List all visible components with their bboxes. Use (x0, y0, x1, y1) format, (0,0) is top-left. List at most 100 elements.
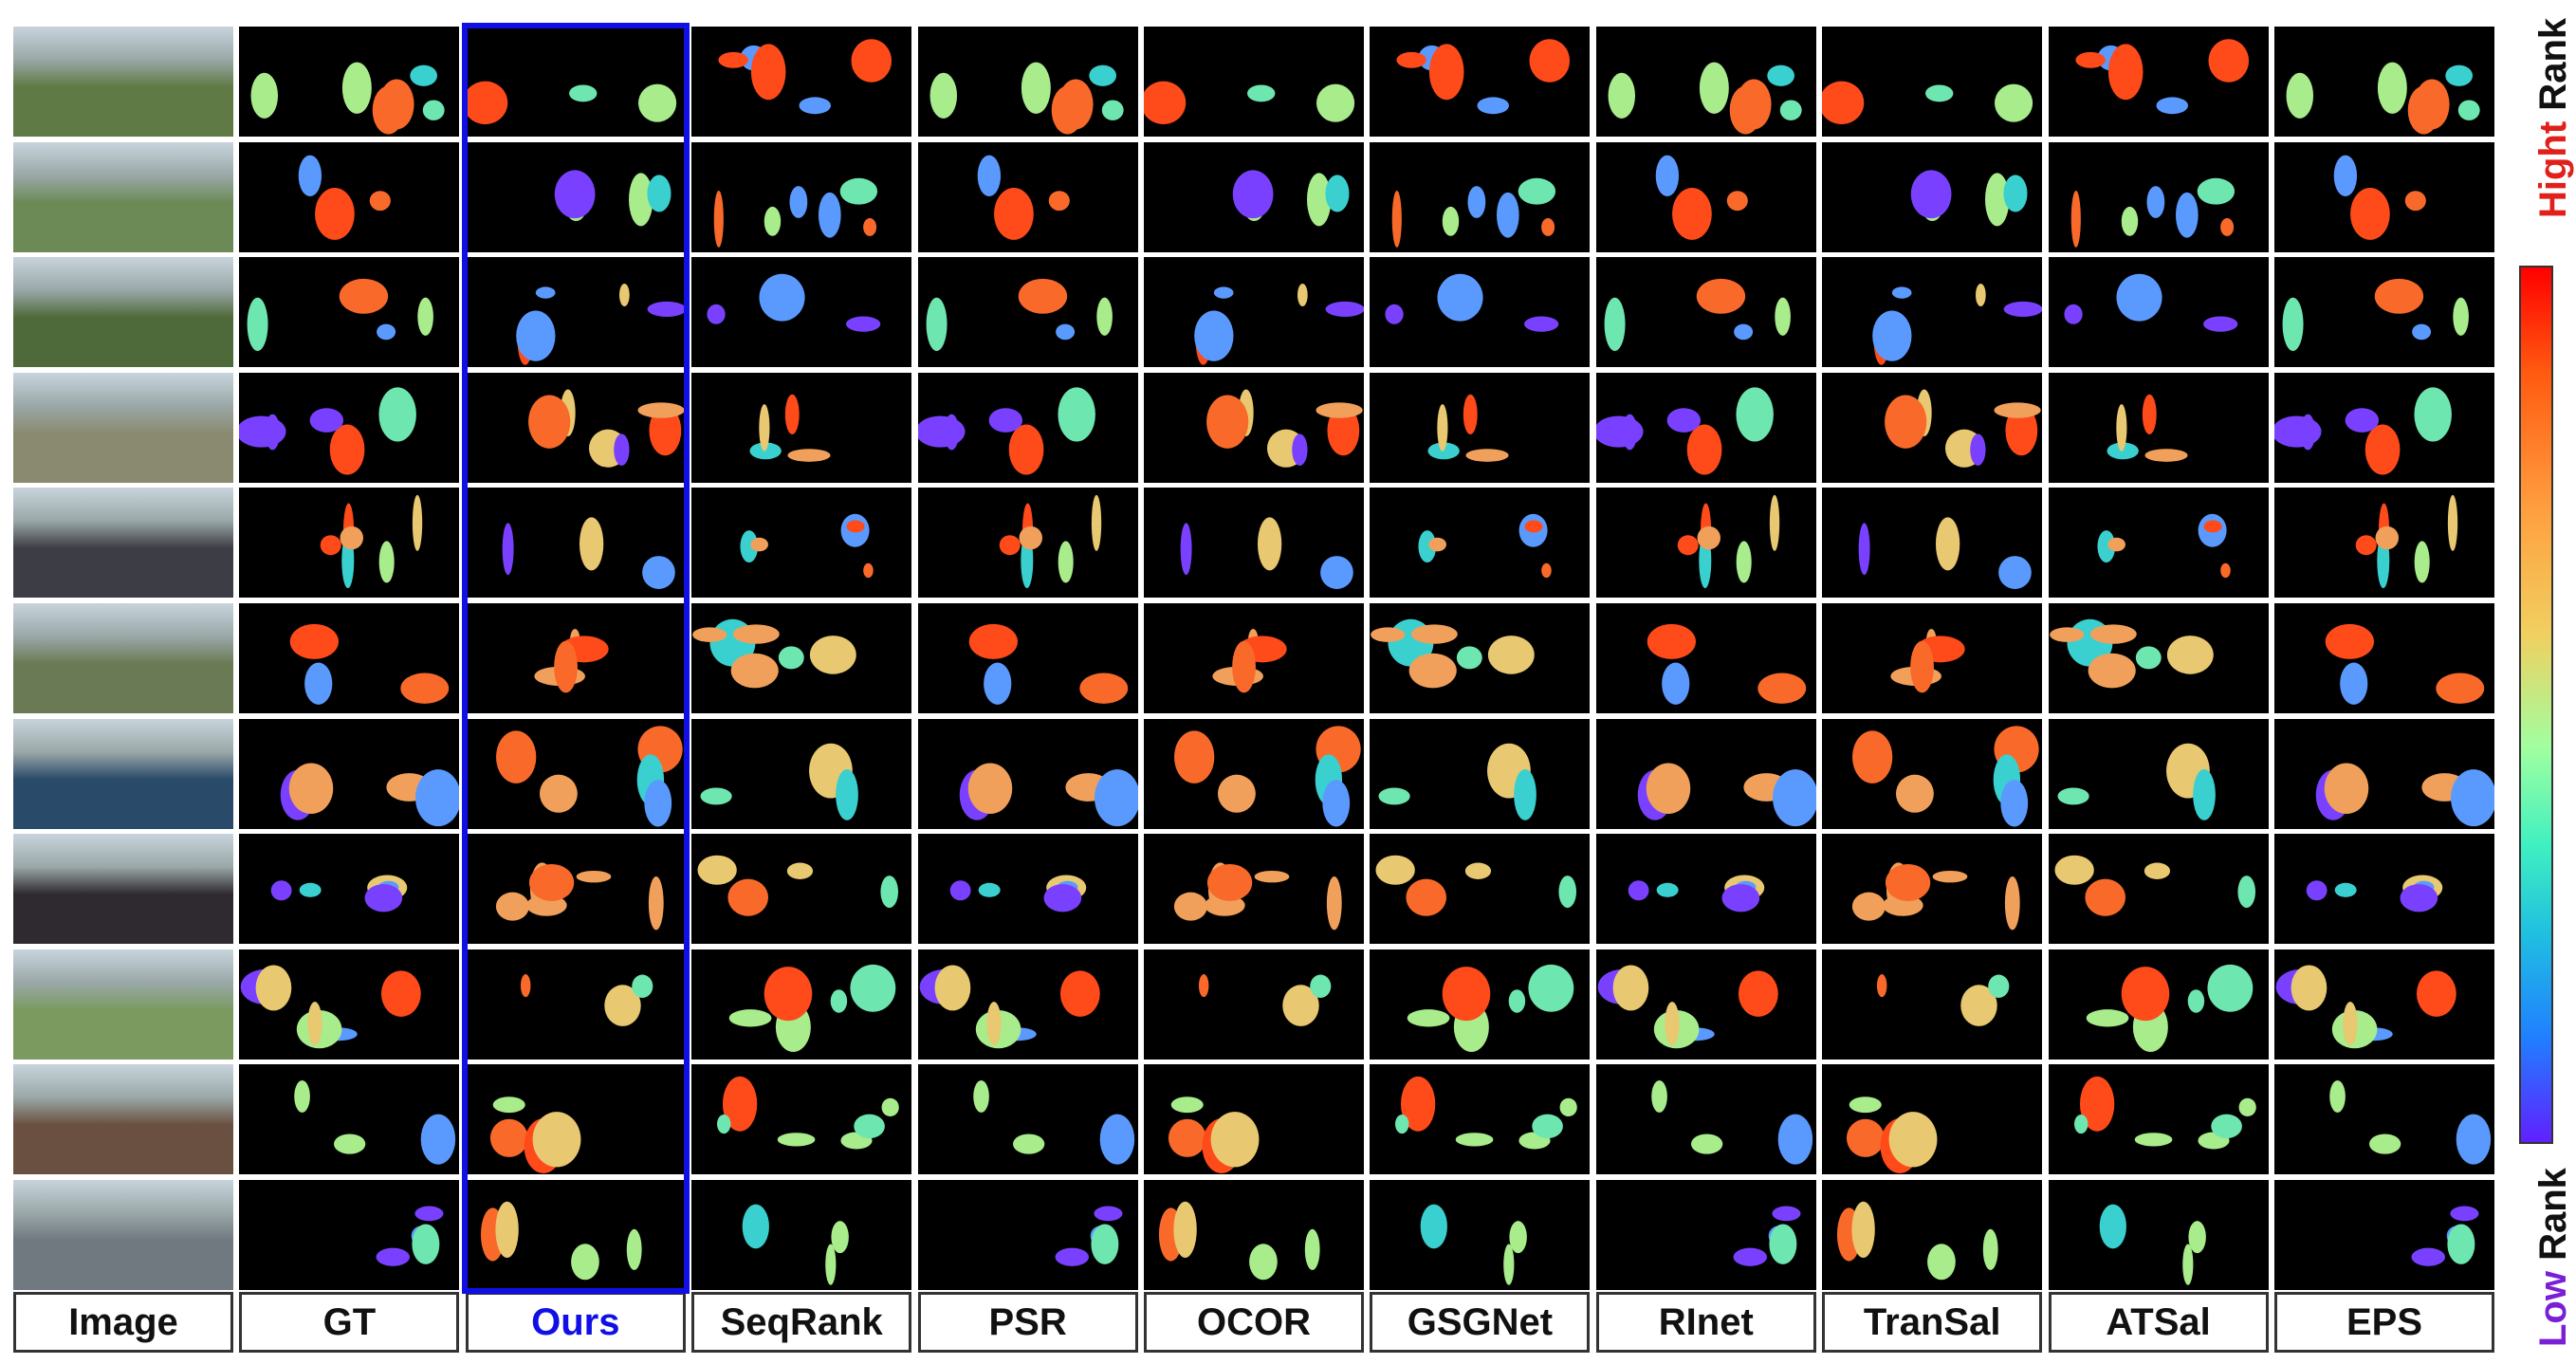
salient-object-mask (1699, 62, 1729, 114)
salient-object-mask (423, 100, 446, 120)
salient-object-mask (1988, 974, 2010, 998)
column-label: GT (239, 1292, 460, 1353)
salient-object-mask (2181, 1244, 2194, 1285)
saliency-map (2274, 1180, 2494, 1290)
salient-object-mask (2116, 273, 2162, 322)
salient-object-mask (777, 1133, 816, 1147)
salient-object-mask (2121, 966, 2169, 1021)
salient-object-mask (934, 965, 970, 1011)
salient-object-mask (628, 172, 653, 226)
salient-object-mask (1769, 495, 1779, 552)
salient-object-mask (988, 408, 1022, 433)
salient-object-mask (379, 541, 396, 583)
salient-object-mask (1437, 403, 1448, 452)
salient-object-mask (949, 880, 971, 901)
salient-object-mask (799, 97, 832, 115)
saliency-map (1370, 718, 1591, 829)
salient-object-mask (1822, 81, 1865, 125)
salient-object-mask (2350, 187, 2390, 240)
salient-object-mask (1421, 1204, 1448, 1249)
salient-object-mask (2436, 673, 2485, 704)
saliency-map (2048, 1180, 2269, 1290)
salient-object-mask (1612, 965, 1649, 1011)
salient-object-mask (692, 627, 727, 642)
saliency-map (465, 27, 686, 137)
low-rank-word: Low (2532, 1271, 2574, 1347)
salient-object-mask (1733, 1247, 1767, 1266)
salient-object-mask (713, 190, 725, 248)
salient-object-mask (495, 1201, 519, 1258)
low-rank-label: Low Rank (2532, 1168, 2575, 1347)
salient-object-mask (2456, 1114, 2492, 1166)
salient-object-mask (1666, 408, 1701, 433)
salient-object-mask (2411, 1247, 2446, 1266)
salient-object-mask (1429, 44, 1464, 101)
salient-object-mask (618, 284, 630, 307)
salient-object-mask (2412, 323, 2432, 341)
salient-object-mask (1021, 62, 1051, 114)
salient-object-mask (370, 190, 392, 211)
salient-object-mask (2345, 408, 2380, 433)
salient-object-mask (846, 520, 865, 533)
salient-object-mask (1524, 520, 1543, 533)
salient-object-mask (1532, 1115, 1564, 1139)
saliency-map (917, 27, 1138, 137)
saliency-map (1370, 141, 1591, 252)
salient-object-mask (2070, 190, 2081, 248)
high-rank-suffix: Rank (2532, 17, 2574, 111)
saliency-map (1370, 488, 1591, 599)
salient-object-mask (2325, 623, 2374, 659)
saliency-map (1144, 372, 1364, 483)
panorama-thumbnail (13, 27, 233, 137)
saliency-map (1822, 1180, 2043, 1290)
salient-object-mask (697, 855, 738, 885)
salient-object-mask (1144, 81, 1187, 125)
saliency-map (1595, 372, 1816, 483)
salient-object-mask (787, 862, 814, 880)
salient-object-mask (1463, 394, 1479, 434)
salient-object-mask (851, 39, 892, 83)
saliency-map (691, 372, 912, 483)
salient-object-mask (1514, 768, 1537, 820)
salient-object-mask (1316, 402, 1363, 418)
saliency-map (917, 1180, 1138, 1290)
salient-object-mask (614, 433, 630, 466)
salient-object-mask (1418, 530, 1437, 563)
salient-object-mask (1401, 1077, 1436, 1133)
saliency-map (1144, 1180, 1364, 1290)
salient-object-mask (1892, 286, 1912, 299)
salient-object-mask (2134, 1133, 2172, 1147)
salient-object-mask (1872, 310, 1912, 361)
saliency-map (917, 257, 1138, 368)
salient-object-mask (839, 177, 878, 205)
salient-object-mask (749, 442, 782, 460)
salient-object-mask (1647, 623, 1696, 659)
salient-object-mask (880, 876, 899, 909)
salient-object-mask (1994, 402, 2041, 418)
saliency-map (1370, 372, 1591, 483)
salient-object-mask (520, 973, 531, 997)
saliency-map (1822, 488, 2043, 599)
salient-object-mask (1477, 97, 1510, 115)
salient-object-mask (1325, 302, 1364, 318)
salient-object-mask (1976, 284, 1986, 307)
salient-object-mask (1428, 538, 1447, 552)
saliency-map (2274, 257, 2494, 368)
salient-object-mask (373, 85, 405, 135)
salient-object-mask (1529, 39, 1571, 83)
salient-object-mask (1885, 395, 1927, 449)
salient-object-mask (2334, 882, 2357, 898)
salient-object-mask (1173, 892, 1207, 921)
salient-object-mask (2187, 989, 2204, 1013)
comparison-grid: Image GT Ours SeqRank PSR OCOR GSGNet RInet Tran… (13, 27, 2494, 1353)
salient-object-mask (2451, 768, 2494, 826)
saliency-map (2274, 718, 2494, 829)
salient-object-mask (250, 72, 279, 119)
salient-object-mask (2197, 177, 2235, 205)
salient-object-mask (289, 763, 334, 814)
salient-object-mask (421, 1114, 456, 1166)
salient-object-mask (1524, 316, 1559, 332)
salient-object-mask (2188, 1221, 2206, 1254)
saliency-map (2274, 488, 2494, 599)
saliency-map (2048, 718, 2269, 829)
